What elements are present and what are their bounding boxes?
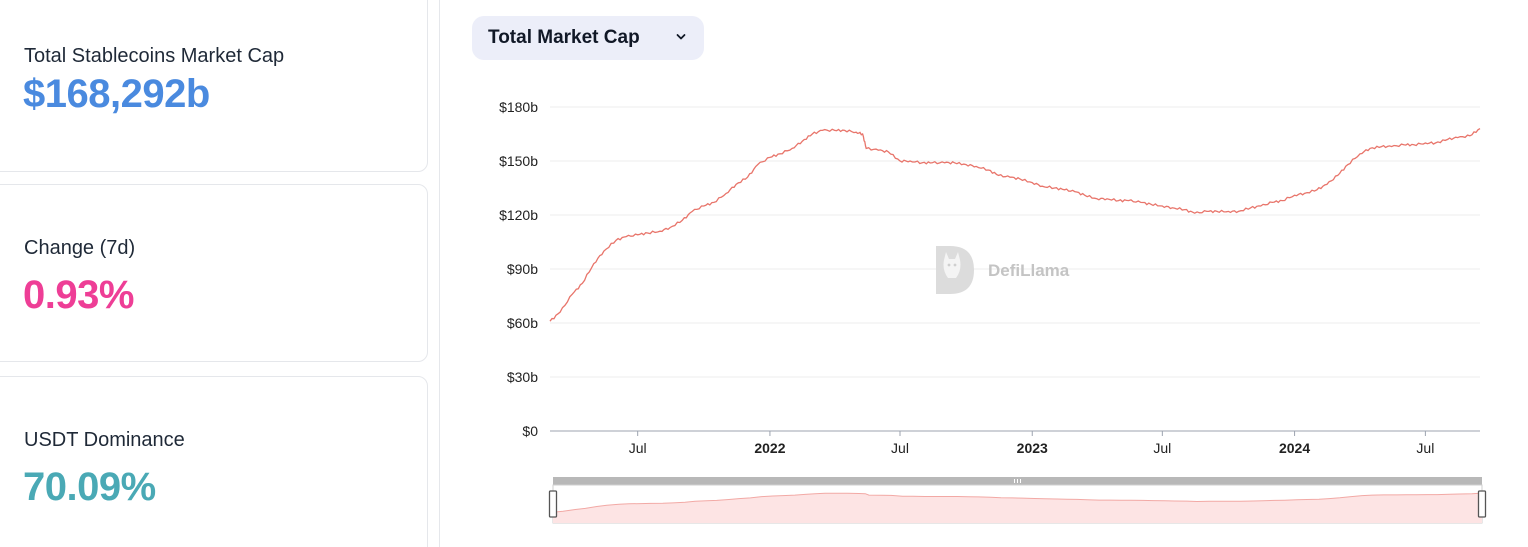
- x-tick-label: 2022: [754, 440, 785, 456]
- chart-type-dropdown[interactable]: Total Market Cap: [472, 16, 704, 60]
- stat-card-change-7d: Change (7d) 0.93%: [0, 184, 428, 362]
- x-tick-label: 2024: [1279, 440, 1310, 456]
- y-tick-label: $0: [522, 423, 538, 439]
- range-slider-left-handle[interactable]: [548, 490, 558, 518]
- stat-card-market-cap: Total Stablecoins Market Cap $168,292b: [0, 0, 428, 172]
- chart-grid: [550, 106, 1480, 432]
- market-cap-line: [549, 128, 1481, 322]
- stat-card-usdt-dominance: USDT Dominance 70.09%: [0, 376, 428, 547]
- x-axis: Jul 2022 Jul 2023 Jul 2024 Jul: [629, 431, 1434, 456]
- market-cap-label: Total Stablecoins Market Cap: [24, 45, 285, 67]
- change-7d-value: 0.93%: [23, 273, 134, 317]
- y-tick-label: $150b: [499, 153, 538, 169]
- range-slider-grip-icon[interactable]: [1014, 479, 1021, 483]
- x-tick-label: 2023: [1017, 440, 1048, 456]
- y-tick-label: $120b: [499, 207, 538, 223]
- y-tick-label: $90b: [507, 261, 538, 277]
- range-slider[interactable]: [548, 477, 1487, 524]
- chevron-down-icon: [676, 34, 686, 40]
- y-tick-label: $180b: [499, 99, 538, 115]
- panel-divider: [439, 0, 440, 547]
- x-tick-label: Jul: [1153, 440, 1171, 456]
- range-slider-preview-area: [553, 493, 1482, 523]
- y-axis: $0 $30b $60b $90b $120b $150b $180b: [499, 99, 538, 439]
- watermark: DefiLlama: [936, 246, 1070, 294]
- y-tick-label: $30b: [507, 369, 538, 385]
- change-7d-label: Change (7d): [24, 237, 136, 259]
- range-slider-right-handle[interactable]: [1477, 490, 1487, 518]
- x-tick-label: Jul: [629, 440, 647, 456]
- usdt-dominance-label: USDT Dominance: [24, 429, 185, 451]
- x-tick-label: Jul: [891, 440, 909, 456]
- chart-type-dropdown-label: Total Market Cap: [488, 27, 640, 48]
- range-slider-preview-line: [552, 492, 1483, 513]
- market-cap-value: $168,292b: [23, 72, 210, 116]
- llama-logo-icon: [936, 246, 974, 294]
- market-cap-chart: $0$30b$60b$90b$120b$150b$180b Jul 2022 Jul…: [499, 99, 1487, 524]
- watermark-text: DefiLlama: [988, 261, 1070, 280]
- x-tick-label: Jul: [1416, 440, 1434, 456]
- y-tick-label: $60b: [507, 315, 538, 331]
- usdt-dominance-value: 70.09%: [23, 465, 156, 509]
